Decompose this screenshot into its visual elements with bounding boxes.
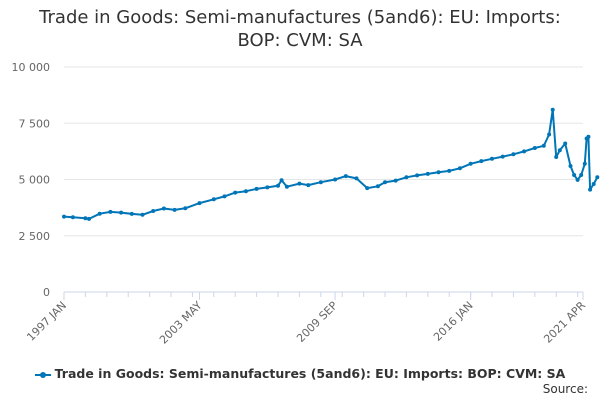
legend-marker-icon	[34, 370, 51, 380]
data-point	[354, 176, 359, 181]
x-tick-label: 2021 APR	[541, 299, 588, 346]
data-point	[547, 132, 552, 137]
data-point	[129, 211, 134, 216]
data-point	[563, 141, 568, 146]
data-point	[541, 143, 546, 148]
data-point	[333, 177, 338, 182]
data-point	[404, 175, 409, 180]
data-point	[243, 189, 248, 194]
chart-legend[interactable]: Trade in Goods: Semi-manufactures (5and6…	[0, 366, 600, 381]
data-point	[211, 197, 216, 202]
data-point	[425, 171, 430, 176]
data-point	[119, 210, 124, 215]
data-point	[557, 148, 562, 153]
data-point	[586, 134, 591, 139]
data-point	[447, 168, 452, 173]
data-point	[479, 159, 484, 164]
x-tick-label: 2009 SEP	[294, 299, 340, 345]
data-point	[140, 212, 145, 217]
x-tick-label: 2016 JAN	[431, 299, 476, 344]
data-point	[343, 174, 348, 179]
chart-title-line-2: BOP: CVM: SA	[237, 30, 363, 51]
y-tick-label: 0	[43, 286, 50, 299]
data-point	[522, 149, 527, 154]
data-point	[365, 186, 370, 191]
data-point	[233, 190, 238, 195]
data-point	[511, 152, 516, 157]
data-point	[161, 206, 166, 211]
data-point	[554, 155, 559, 159]
data-point	[254, 186, 259, 191]
data-point	[279, 178, 284, 183]
y-tick-label: 10 000	[12, 61, 51, 74]
data-point	[62, 214, 66, 219]
data-point	[318, 180, 323, 185]
data-point	[222, 194, 227, 199]
data-point	[572, 173, 577, 177]
data-point	[436, 170, 441, 175]
data-point	[151, 209, 156, 213]
data-point	[265, 185, 270, 190]
data-point	[375, 184, 380, 189]
data-point	[468, 161, 473, 166]
x-tick-label: 2003 MAY	[157, 299, 205, 347]
data-point	[108, 209, 113, 214]
data-point	[284, 184, 289, 189]
series-line	[63, 108, 599, 220]
data-point	[83, 216, 88, 221]
data-point	[297, 181, 302, 186]
y-tick-label: 5 000	[19, 174, 51, 187]
data-point	[591, 182, 596, 186]
data-point	[87, 216, 91, 221]
data-point	[568, 164, 573, 168]
data-point	[183, 206, 188, 211]
data-point	[582, 161, 587, 166]
data-point	[415, 173, 420, 178]
data-point	[393, 178, 398, 183]
data-point	[70, 215, 75, 220]
data-point	[575, 177, 580, 182]
legend-label: Trade in Goods: Semi-manufactures (5and6…	[54, 366, 566, 381]
data-point	[457, 166, 462, 171]
y-tick-label: 2 500	[19, 230, 51, 243]
y-tick-label: 7 500	[19, 117, 51, 130]
source-note: Source:	[542, 382, 588, 396]
data-point	[550, 107, 555, 112]
data-point	[172, 207, 177, 212]
data-point	[276, 183, 280, 188]
chart-title-line-1: Trade in Goods: Semi-manufactures (5and6…	[39, 7, 561, 28]
data-point	[197, 201, 202, 206]
data-point	[595, 175, 600, 180]
x-tick-label: 1997 JAN	[24, 299, 69, 344]
data-point	[306, 183, 311, 188]
chart-title: Trade in Goods: Semi-manufactures (5and6…	[0, 6, 600, 52]
data-point	[97, 211, 102, 216]
data-point	[500, 154, 505, 159]
data-point	[588, 187, 593, 192]
data-point	[490, 156, 494, 161]
data-point	[532, 146, 537, 150]
data-point	[383, 180, 387, 185]
data-point	[579, 173, 584, 177]
